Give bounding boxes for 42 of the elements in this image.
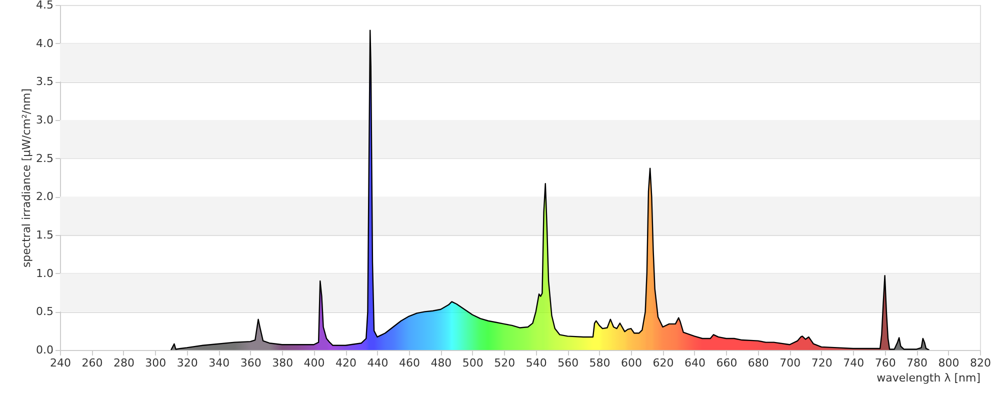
y-tick-label: 4.0 <box>36 36 54 50</box>
x-tick-label: 800 <box>938 356 960 370</box>
y-tick-label: 0.0 <box>36 344 54 356</box>
x-tick-label: 260 <box>82 356 103 370</box>
x-axis-title: wavelength λ [nm] <box>876 372 980 384</box>
x-tick-label: 500 <box>462 356 484 370</box>
x-tick-label: 720 <box>811 356 832 370</box>
x-tick-label: 400 <box>304 356 325 370</box>
x-tick-label: 240 <box>50 356 71 370</box>
x-tick-label: 760 <box>874 356 896 370</box>
x-tick-label: 360 <box>240 356 262 370</box>
x-tick-label: 600 <box>621 356 642 370</box>
x-tick-label: 520 <box>494 356 516 370</box>
y-tick-label: 2.0 <box>36 190 54 204</box>
x-tick-label: 640 <box>684 356 706 370</box>
y-tick-label: 1.5 <box>36 228 54 242</box>
y-axis-title: spectral irradiance [µW/cm²/nm] <box>20 88 34 268</box>
x-tick-label: 780 <box>906 356 928 370</box>
x-tick-label: 440 <box>367 356 388 370</box>
x-tick-label: 740 <box>843 356 864 370</box>
x-tick-label: 540 <box>526 356 547 370</box>
x-tick-label: 560 <box>558 356 579 370</box>
x-tick-label: 320 <box>176 356 198 370</box>
y-tick-label: 2.5 <box>36 152 54 165</box>
x-tick-label: 680 <box>748 356 769 370</box>
x-tick-label: 380 <box>272 356 294 370</box>
x-tick-label: 340 <box>208 356 230 370</box>
x-tick-label: 420 <box>336 356 357 370</box>
y-tick-label: 4.5 <box>36 0 54 12</box>
x-tick-label: 660 <box>716 356 738 370</box>
x-tick-label: 480 <box>430 356 452 370</box>
y-tick-label: 3.0 <box>36 114 54 126</box>
x-tick-label: 700 <box>780 356 801 370</box>
y-tick-label: 3.5 <box>36 75 54 88</box>
x-tick-label: 300 <box>145 356 166 370</box>
x-tick-label: 460 <box>398 356 420 370</box>
y-tick-label: 0.5 <box>36 305 54 318</box>
x-tick-label: 580 <box>589 356 610 370</box>
y-tick-label: 1.0 <box>36 266 54 280</box>
x-tick-label: 280 <box>113 356 134 370</box>
x-tick-label: 620 <box>652 356 674 370</box>
x-tick-label: 820 <box>970 356 991 370</box>
